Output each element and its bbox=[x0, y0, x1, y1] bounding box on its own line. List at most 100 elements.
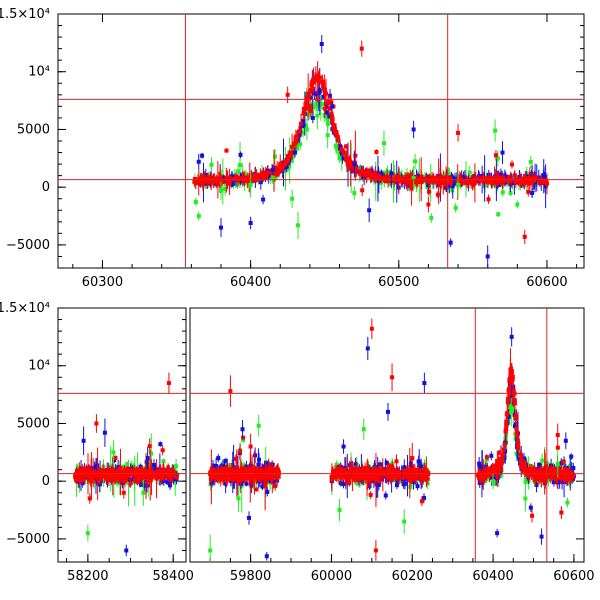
red-data-point bbox=[118, 464, 123, 472]
blue-outlier-point bbox=[448, 238, 453, 247]
blue-data-point bbox=[321, 93, 326, 100]
green-data-point bbox=[311, 100, 316, 115]
blue-data-point bbox=[338, 479, 343, 487]
red-outlier-point bbox=[285, 86, 290, 104]
red-data-point bbox=[518, 460, 523, 470]
red-data-point bbox=[493, 150, 498, 161]
red-data-point bbox=[97, 474, 102, 485]
red-data-point bbox=[481, 171, 486, 185]
bottom-y-tick-label: 0 bbox=[42, 474, 50, 489]
red-data-point bbox=[497, 449, 502, 456]
red-data-point bbox=[393, 174, 398, 184]
top-y-tick-label: 0 bbox=[42, 180, 50, 195]
blue-outlier-point bbox=[539, 528, 544, 545]
red-data-point bbox=[263, 461, 268, 511]
green-data-point bbox=[272, 148, 277, 165]
green-outlier-point bbox=[402, 509, 407, 534]
red-data-point bbox=[504, 419, 509, 430]
red-data-point bbox=[541, 179, 546, 185]
blue-outlier-point bbox=[270, 164, 275, 176]
red-data-point bbox=[563, 466, 568, 472]
red-data-point bbox=[234, 466, 239, 480]
green-data-point bbox=[209, 156, 214, 173]
green-outlier-point bbox=[515, 200, 520, 209]
red-data-point bbox=[505, 405, 510, 422]
red-data-point bbox=[146, 461, 151, 479]
red-data-point bbox=[464, 174, 469, 188]
green-data-point bbox=[493, 481, 498, 486]
red-data-point bbox=[565, 468, 570, 478]
red-data-point bbox=[211, 474, 216, 480]
red-data-point bbox=[522, 460, 527, 476]
blue-data-point bbox=[543, 164, 548, 209]
red-data-point bbox=[347, 480, 352, 486]
red-outlier-point bbox=[268, 469, 273, 482]
red-outlier-point bbox=[77, 462, 82, 489]
red-outlier-point bbox=[373, 540, 378, 561]
green-data-point bbox=[429, 213, 434, 223]
red-outlier-point bbox=[507, 386, 512, 403]
red-data-point bbox=[510, 160, 515, 169]
green-outlier-point bbox=[325, 122, 330, 149]
red-data-point bbox=[147, 473, 152, 482]
red-data-point bbox=[367, 469, 372, 489]
green-outlier-point bbox=[523, 485, 528, 512]
red-outlier-point bbox=[441, 170, 446, 195]
red-outlier-point bbox=[166, 372, 171, 394]
red-outlier-point bbox=[519, 452, 524, 464]
red-data-point bbox=[375, 175, 380, 180]
red-outlier-point bbox=[544, 173, 549, 195]
bottom-x-tick-label: 60200 bbox=[392, 569, 433, 584]
red-outlier-point bbox=[381, 173, 386, 183]
red-data-point bbox=[119, 469, 124, 481]
red-data-point bbox=[370, 468, 375, 483]
red-data-point bbox=[374, 149, 379, 155]
red-data-point bbox=[555, 463, 560, 479]
green-data-point bbox=[334, 142, 339, 154]
blue-outlier-point bbox=[341, 439, 346, 454]
bottom-y-tick-label: −5000 bbox=[6, 532, 50, 547]
green-outlier-point bbox=[85, 524, 90, 542]
red-data-point bbox=[314, 73, 319, 83]
green-outlier-point bbox=[141, 479, 146, 506]
green-data-point bbox=[125, 461, 130, 467]
red-data-point bbox=[559, 506, 564, 519]
red-data-point bbox=[472, 163, 477, 203]
red-data-point bbox=[208, 476, 213, 482]
green-outlier-point bbox=[491, 473, 496, 490]
red-data-point bbox=[192, 176, 197, 182]
green-data-point bbox=[158, 480, 163, 486]
red-data-point bbox=[379, 174, 384, 183]
blue-outlier-point bbox=[485, 245, 490, 268]
red-data-point bbox=[390, 470, 395, 476]
red-data-point bbox=[237, 475, 242, 481]
green-data-point bbox=[495, 150, 500, 167]
red-data-point bbox=[225, 466, 230, 483]
red-data-point bbox=[87, 493, 92, 504]
red-data-point bbox=[368, 490, 373, 499]
blue-outlier-point bbox=[145, 447, 150, 470]
blue-data-point bbox=[477, 456, 482, 471]
red-data-point bbox=[121, 486, 126, 499]
red-data-point bbox=[516, 441, 521, 455]
red-data-point bbox=[514, 409, 519, 449]
green-data-point bbox=[303, 123, 308, 128]
red-outlier-point bbox=[410, 442, 415, 474]
red-data-point bbox=[422, 462, 427, 478]
red-outlier-point bbox=[322, 99, 327, 118]
red-data-point bbox=[202, 170, 207, 185]
green-data-point bbox=[500, 188, 505, 197]
bottom-data-1 bbox=[73, 372, 180, 557]
blue-outlier-point bbox=[530, 188, 535, 198]
red-data-point bbox=[490, 463, 495, 479]
green-data-point bbox=[540, 453, 545, 468]
red-outlier-point bbox=[456, 124, 461, 142]
green-data-point bbox=[453, 203, 458, 213]
red-data-point bbox=[140, 466, 145, 478]
red-data-point bbox=[271, 467, 276, 482]
red-data-point bbox=[365, 458, 370, 490]
red-data-point bbox=[239, 475, 244, 483]
blue-data-point bbox=[200, 152, 205, 159]
red-outlier-point bbox=[248, 433, 253, 460]
top-y-tick-label: 10⁴ bbox=[28, 65, 50, 80]
